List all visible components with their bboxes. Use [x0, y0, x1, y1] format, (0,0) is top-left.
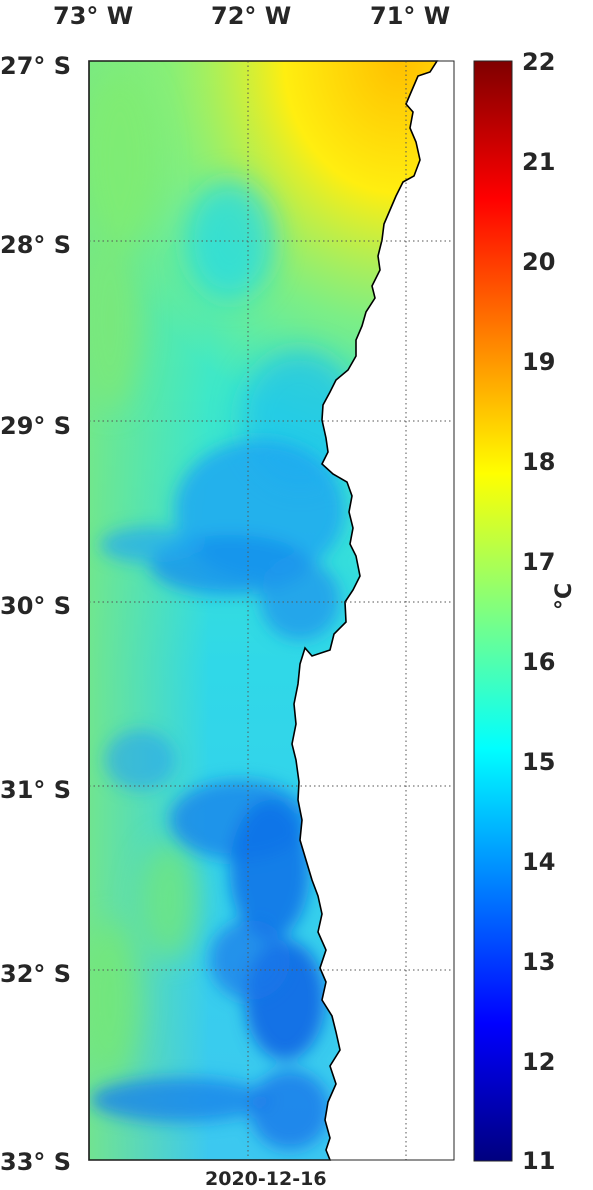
colorbar-tick-13: 13 — [522, 948, 556, 976]
colorbar-tick-20: 20 — [522, 248, 556, 276]
colorbar-tick-11: 11 — [522, 1147, 556, 1175]
colorbar-tick-18: 18 — [522, 448, 556, 476]
lon-label-71w: 71° W — [370, 2, 451, 30]
map-frame — [88, 60, 455, 1161]
map-date: 2020-12-16 — [205, 1168, 327, 1190]
lat-label-28s: 28° S — [0, 231, 72, 259]
lon-label-72w: 72° W — [211, 2, 292, 30]
colorbar-tick-12: 12 — [522, 1048, 556, 1076]
lat-label-31s: 31° S — [0, 776, 72, 804]
colorbar — [473, 60, 513, 1162]
colorbar-tick-17: 17 — [522, 548, 556, 576]
lat-label-27s: 27° S — [0, 52, 72, 80]
lat-label-29s: 29° S — [0, 412, 72, 440]
lon-label-73w: 73° W — [53, 2, 134, 30]
colorbar-tick-15: 15 — [522, 748, 556, 776]
colorbar-tick-21: 21 — [522, 148, 556, 176]
colorbar-tick-19: 19 — [522, 348, 556, 376]
colorbar-unit-label: °C — [552, 582, 577, 610]
lat-label-33s: 33° S — [0, 1148, 72, 1176]
lat-label-32s: 32° S — [0, 960, 72, 988]
colorbar-tick-16: 16 — [522, 648, 556, 676]
colorbar-tick-22: 22 — [522, 48, 556, 76]
colorbar-tick-14: 14 — [522, 848, 556, 876]
map-grid — [89, 61, 454, 1160]
lat-label-30s: 30° S — [0, 592, 72, 620]
